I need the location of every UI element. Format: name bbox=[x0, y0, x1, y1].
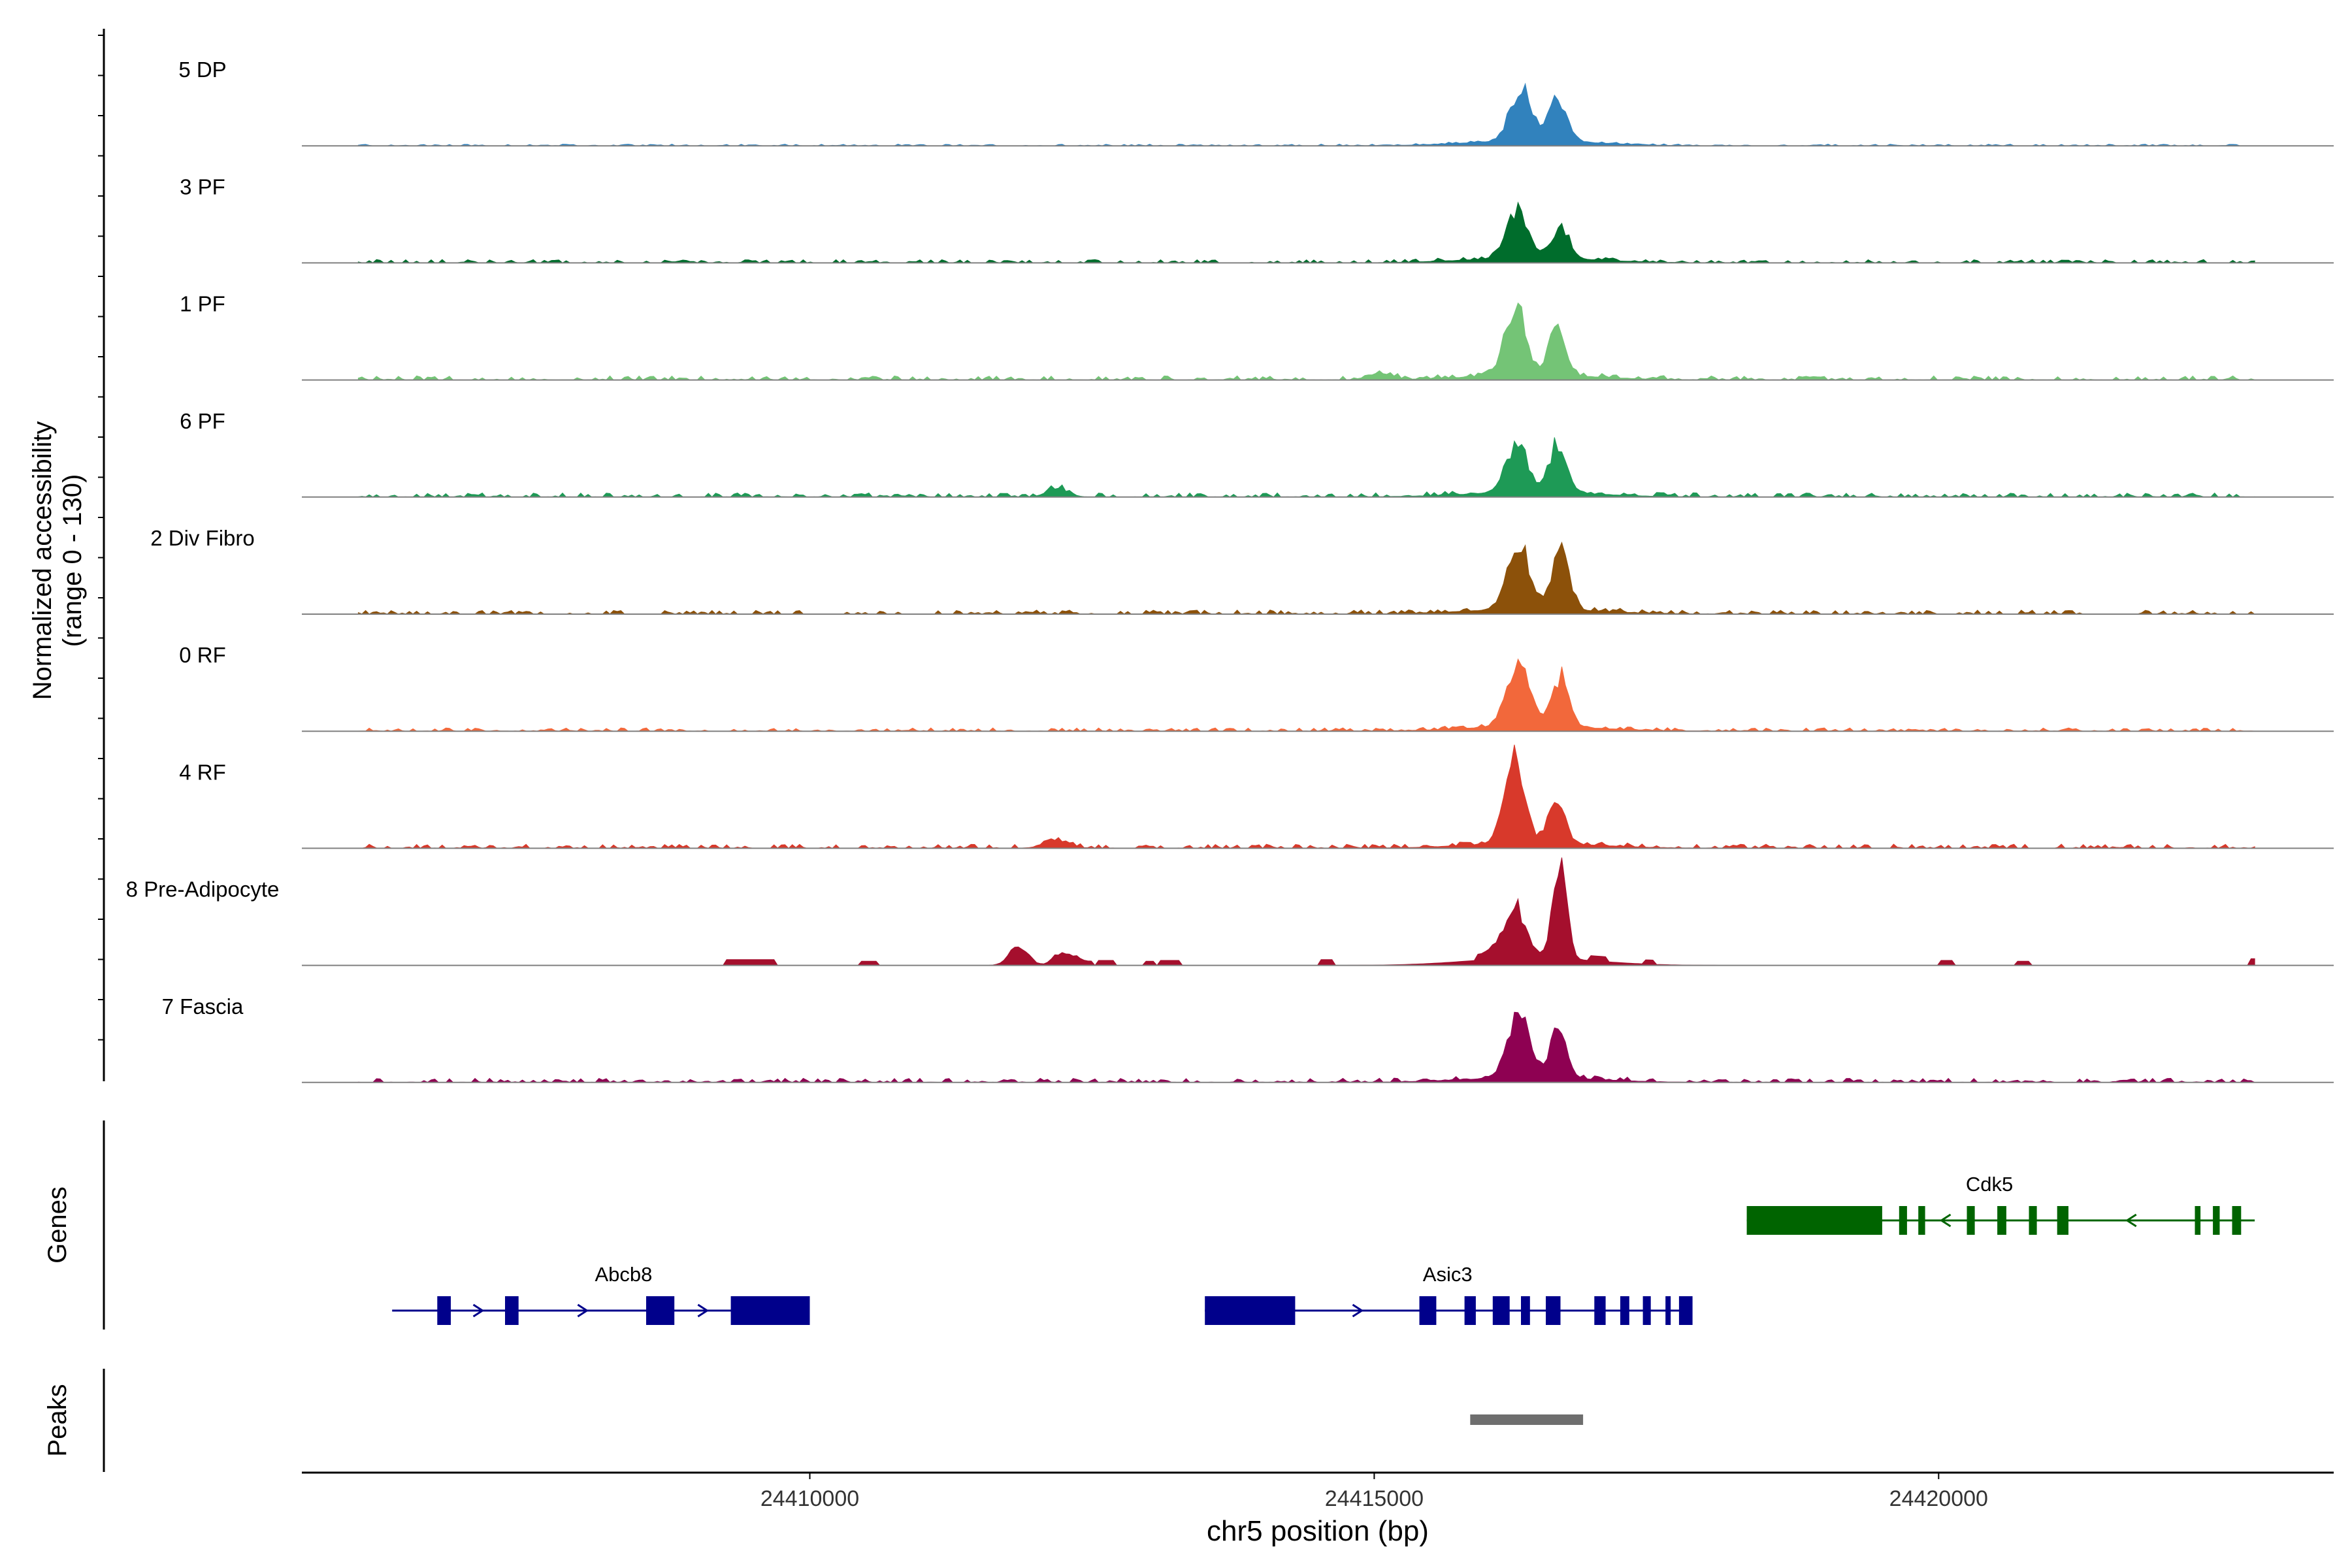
gene-exon bbox=[1492, 1296, 1510, 1325]
gene-exon bbox=[1997, 1206, 2006, 1235]
gene-exon bbox=[1419, 1296, 1437, 1325]
track-label: 8 Pre-Adipocyte bbox=[126, 877, 280, 902]
strand-arrow bbox=[2125, 1213, 2137, 1228]
gene-exon bbox=[1746, 1206, 1882, 1235]
track-7-fascia: 7 Fascia bbox=[162, 994, 2334, 1083]
gene-cdk5: Cdk5 bbox=[1746, 1173, 2255, 1235]
strand-arrow bbox=[1352, 1303, 1364, 1318]
track-1-pf: 1 PF bbox=[180, 292, 2334, 381]
gene-exon bbox=[1594, 1296, 1606, 1325]
x-tick-label: 24410000 bbox=[760, 1486, 859, 1511]
gene-exon bbox=[1546, 1296, 1561, 1325]
peaks-track bbox=[1470, 1414, 1584, 1425]
gene-exon bbox=[1665, 1296, 1671, 1325]
gene-exon bbox=[1678, 1296, 1693, 1325]
track-label: 6 PF bbox=[180, 409, 225, 433]
track-label: 4 RF bbox=[179, 760, 226, 784]
coverage-y-axis-ticks bbox=[98, 35, 104, 1041]
coverage-tracks: 5 DP 3 PF 1 PF 6 PF 2 Div Fibro 0 RF 4 RF 8 Pre… bbox=[126, 57, 2334, 1083]
gene-exon bbox=[1967, 1206, 1975, 1235]
genes-panel-title: Genes bbox=[43, 1186, 72, 1264]
gene-exon bbox=[1642, 1296, 1651, 1325]
track-label: 1 PF bbox=[180, 292, 225, 316]
gene-exon bbox=[2213, 1206, 2220, 1235]
gene-exon bbox=[1899, 1206, 1907, 1235]
track-label: 5 DP bbox=[178, 57, 226, 82]
x-tick-label: 24415000 bbox=[1325, 1486, 1424, 1511]
gene-exon bbox=[1620, 1296, 1629, 1325]
gene-exon bbox=[2057, 1206, 2068, 1235]
gene-exon bbox=[437, 1296, 451, 1325]
track-8-pre-adipocyte: 8 Pre-Adipocyte bbox=[126, 857, 2334, 966]
track-4-rf: 4 RF bbox=[179, 744, 2334, 849]
track-label: 0 RF bbox=[179, 643, 226, 667]
track-0-rf: 0 RF bbox=[179, 643, 2334, 732]
x-axis-ticks: 24410000 24415000 24420000 bbox=[760, 1473, 1988, 1511]
gene-exon bbox=[2029, 1206, 2037, 1235]
coverage-y-axis-title-line2: (range 0 - 130) bbox=[58, 474, 87, 647]
track-label: 2 Div Fibro bbox=[150, 526, 255, 550]
track-3-pf: 3 PF bbox=[180, 174, 2334, 264]
gene-exon bbox=[2232, 1206, 2242, 1235]
track-6-pf: 6 PF bbox=[180, 409, 2334, 498]
peaks-panel-title: Peaks bbox=[43, 1384, 72, 1456]
x-axis-title: chr5 position (bp) bbox=[1207, 1515, 1429, 1547]
gene-exon bbox=[646, 1296, 675, 1325]
track-label: 3 PF bbox=[180, 174, 225, 199]
gene-exon bbox=[1521, 1296, 1530, 1325]
strand-arrow bbox=[697, 1303, 710, 1318]
gene-asic3: Asic3 bbox=[1205, 1263, 1693, 1325]
gene-exon bbox=[1205, 1296, 1296, 1325]
gene-abcb8: Abcb8 bbox=[392, 1263, 810, 1325]
gene-exon bbox=[1464, 1296, 1476, 1325]
peak-region bbox=[1470, 1414, 1584, 1425]
gene-label: Cdk5 bbox=[1966, 1173, 2013, 1196]
gene-label: Abcb8 bbox=[595, 1263, 652, 1286]
strand-arrow bbox=[472, 1303, 485, 1318]
gene-label: Asic3 bbox=[1423, 1263, 1473, 1286]
track-5-dp: 5 DP bbox=[178, 57, 2334, 147]
strand-arrow bbox=[1939, 1213, 1952, 1228]
coverage-y-axis-title-line1: Normalized accessibility bbox=[28, 421, 57, 700]
gene-exon bbox=[2195, 1206, 2201, 1235]
genes-track: Cdk5 Abcb8 Asic3 bbox=[392, 1173, 2255, 1325]
track-label: 7 Fascia bbox=[162, 994, 244, 1019]
gene-exon bbox=[1918, 1206, 1925, 1235]
gene-exon bbox=[505, 1296, 519, 1325]
track-2-div-fibro: 2 Div Fibro bbox=[150, 526, 2334, 615]
x-tick-label: 24420000 bbox=[1889, 1486, 1988, 1511]
strand-arrow bbox=[577, 1303, 589, 1318]
gene-exon bbox=[730, 1296, 810, 1325]
